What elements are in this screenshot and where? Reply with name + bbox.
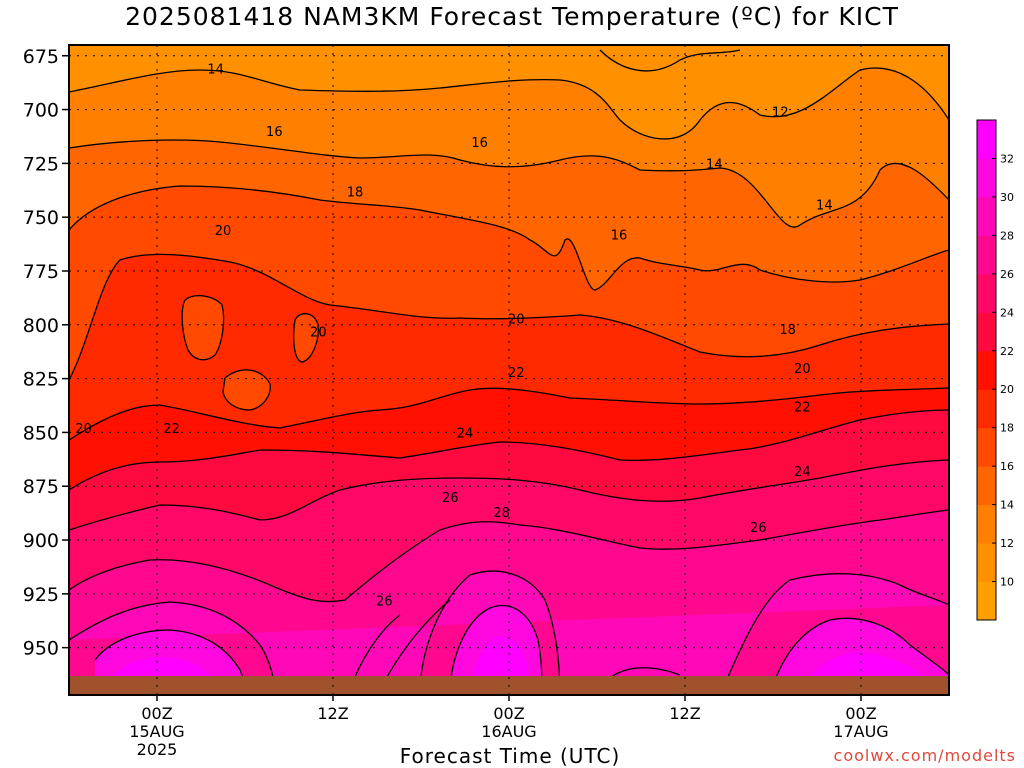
- colorbar-label-26: 26: [1000, 268, 1014, 281]
- contour-label-8: 20: [508, 312, 525, 327]
- y-tick-label-725: 725: [23, 153, 59, 175]
- contour-label-9: 22: [508, 366, 525, 381]
- band-20-pocket-c: [293, 313, 319, 362]
- x-tick-label-0-0: 00Z: [141, 704, 172, 723]
- y-tick-label-900: 900: [23, 530, 59, 552]
- colorbar-label-28: 28: [1000, 229, 1014, 242]
- colorbar-swatch-5: [977, 389, 996, 429]
- band-20-pocket-a: [182, 295, 224, 360]
- chart-title: 2025081418 NAM3KM Forecast Temperature (…: [125, 2, 899, 31]
- contour-label-11: 26: [442, 491, 459, 506]
- x-axis-title: Forecast Time (UTC): [399, 744, 621, 768]
- contour-labels: 14 16 18 20 20 20 22 16 20 22 24 26 28 26 16 14 12 14 18 20…: [75, 63, 832, 610]
- contour-label-19: 20: [794, 362, 811, 377]
- colorbar-swatch-7: [977, 312, 996, 352]
- colorbar-label-30: 30: [1000, 191, 1014, 204]
- x-tick-label-3-0: 12Z: [669, 704, 700, 723]
- colorbar-label-32: 32: [1000, 152, 1014, 165]
- colorbar-swatch-3: [977, 466, 996, 506]
- colorbar-swatch-6: [977, 350, 996, 390]
- colorbar-label-16: 16: [1000, 460, 1014, 473]
- colorbar-label-14: 14: [1000, 499, 1014, 512]
- contour-label-10: 24: [457, 426, 474, 441]
- colorbar-swatch-0: [977, 581, 996, 621]
- colorbar-swatch-8: [977, 273, 996, 313]
- contour-label-2: 18: [347, 185, 364, 200]
- colorbar-swatch-4: [977, 427, 996, 467]
- contour-lines: [69, 49, 949, 695]
- x-tick-label-0-2: 2025: [137, 740, 178, 759]
- contour-label-18: 18: [779, 323, 796, 338]
- contour-label-0: 14: [207, 63, 224, 78]
- x-tick-label-1-0: 12Z: [317, 704, 348, 723]
- colorbar-label-10: 10: [1000, 576, 1014, 589]
- band-30: [69, 571, 949, 695]
- contour-label-12: 28: [493, 506, 510, 521]
- y-tick-label-825: 825: [23, 369, 59, 391]
- credit-link[interactable]: coolwx.com/modelts: [833, 746, 1016, 765]
- y-tick-label-875: 875: [23, 476, 59, 498]
- y-tick-label-750: 750: [23, 207, 59, 229]
- colorbar-label-24: 24: [1000, 306, 1014, 319]
- grid-lines: [69, 45, 949, 695]
- x-tick-label-4-1: 17AUG: [833, 722, 888, 741]
- colorbar-swatch-12: [977, 120, 996, 159]
- x-tick-label-2-0: 00Z: [493, 704, 524, 723]
- y-tick-label-675: 675: [23, 46, 59, 68]
- contour-label-17: 14: [816, 198, 833, 213]
- colorbar-label-20: 20: [1000, 383, 1014, 396]
- contour-label-21: 24: [794, 465, 811, 480]
- colorbar-label-18: 18: [1000, 422, 1014, 435]
- colorbar-swatch-11: [977, 158, 996, 198]
- contour-label-22: 26: [750, 521, 767, 536]
- x-tick-label-2-1: 16AUG: [481, 722, 536, 741]
- colorbar-frame: [976, 119, 997, 621]
- contour-label-6: 22: [163, 422, 180, 437]
- y-tick-label-925: 925: [23, 584, 59, 606]
- colorbar-swatch-9: [977, 235, 996, 275]
- colorbar-swatch-1: [977, 543, 996, 583]
- contour-label-5: 20: [75, 422, 92, 437]
- y-tick-label-850: 850: [23, 422, 59, 444]
- contour-label-7: 16: [471, 136, 488, 151]
- y-tick-label-700: 700: [23, 100, 59, 122]
- contour-label-4: 20: [310, 325, 327, 340]
- colorbar-swatch-2: [977, 504, 996, 544]
- contour-label-3: 20: [215, 224, 232, 239]
- band-20-pocket-b: [223, 369, 271, 410]
- x-tick-label-4-0: 00Z: [845, 704, 876, 723]
- contour-label-20: 22: [794, 401, 811, 416]
- x-tick-label-0-1: 15AUG: [129, 722, 184, 741]
- contour-label-1: 16: [266, 125, 283, 140]
- band-32: [95, 605, 949, 695]
- y-axis: 675 700 725 750 775 800 825 850 875 900 925 950: [23, 46, 69, 660]
- colorbar-swatch-10: [977, 196, 996, 236]
- contour-label-16: 12: [772, 106, 789, 121]
- contour-label-13: 26: [376, 594, 393, 609]
- y-tick-label-800: 800: [23, 315, 59, 337]
- colorbar-label-22: 22: [1000, 345, 1014, 358]
- colorbar: 10 12 14 16 18 20 22 24 26 28 30 32: [976, 119, 1014, 621]
- y-tick-label-950: 950: [23, 638, 59, 660]
- colorbar-label-12: 12: [1000, 537, 1014, 550]
- contour-label-14: 16: [611, 228, 628, 243]
- contour-label-15: 14: [706, 157, 723, 172]
- plot-area: 14 16 18 20 20 20 22 16 20 22 24 26 28 26 16 14 12 14 18 20…: [69, 45, 949, 695]
- y-tick-label-775: 775: [23, 261, 59, 283]
